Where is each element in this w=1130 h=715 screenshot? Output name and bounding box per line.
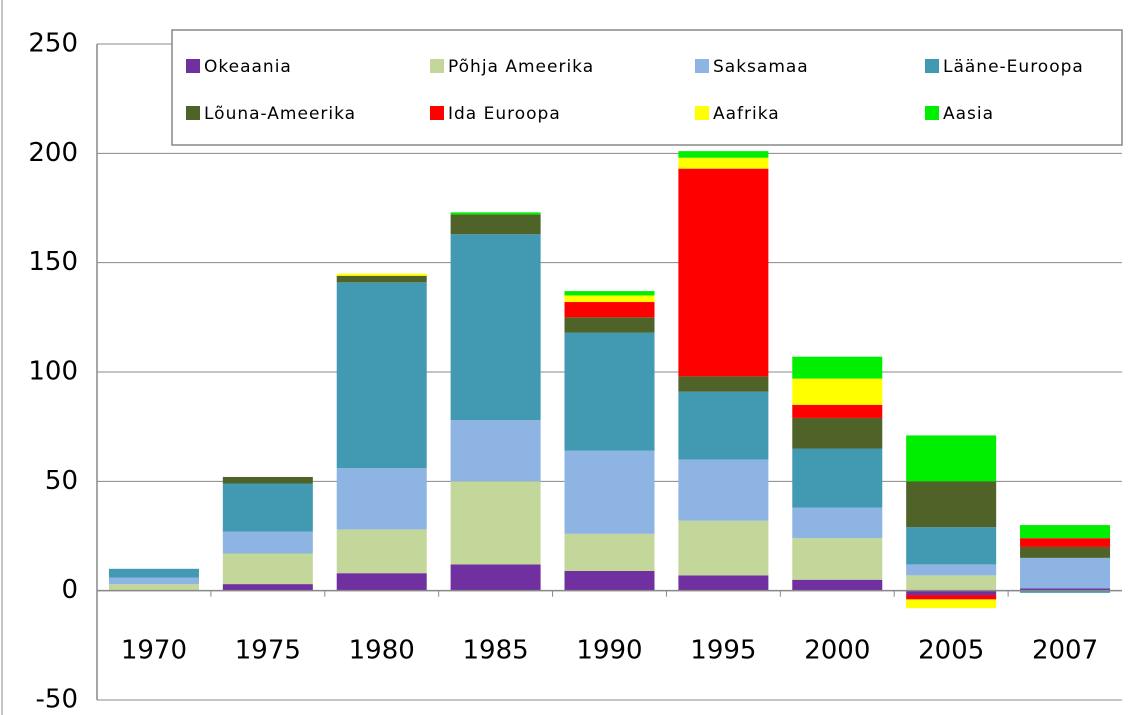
- x-tick-label: 2000: [804, 636, 870, 666]
- bar-segment: [450, 214, 541, 235]
- bar-segment: [678, 376, 769, 392]
- bar-segment: [564, 450, 655, 534]
- y-tick-label: 250: [28, 29, 78, 59]
- legend-label: Põhja Ameerika: [448, 57, 594, 77]
- legend-swatch: [695, 106, 709, 120]
- bar-segment: [678, 157, 769, 169]
- bar-segment: [450, 234, 541, 421]
- y-tick-label: 50: [45, 466, 78, 496]
- bar-segment: [564, 302, 655, 318]
- bar-segment: [678, 520, 769, 576]
- x-tick-label: 1980: [349, 636, 415, 666]
- bar-segment: [222, 553, 313, 585]
- bar-segment: [1020, 525, 1111, 539]
- bar-segment: [336, 468, 427, 530]
- bar-segment: [792, 378, 883, 405]
- bar-segment: [678, 575, 769, 591]
- bar-segment: [336, 273, 427, 276]
- legend-swatch: [430, 106, 444, 120]
- bar-segment: [906, 599, 997, 609]
- x-tick-label: 1985: [463, 636, 529, 666]
- bar-segment: [450, 212, 541, 215]
- bar-segment: [792, 448, 883, 508]
- bar-segment: [564, 533, 655, 571]
- bar-segment: [906, 575, 997, 591]
- bar-segment: [792, 404, 883, 418]
- legend-label: Saksamaa: [713, 57, 809, 77]
- bar-segment: [222, 483, 313, 532]
- legend: Okeaania Põhja Ameerika Saksamaa Lääne-Euro…: [171, 29, 1123, 146]
- legend-swatch: [186, 106, 200, 120]
- x-tick-label: 2005: [918, 636, 984, 666]
- bar-segment: [1020, 546, 1111, 558]
- x-tick-label: 2007: [1032, 636, 1098, 666]
- bar-segment: [336, 282, 427, 469]
- bar-segment: [564, 570, 655, 591]
- bar-segment: [564, 332, 655, 451]
- legend-swatch: [695, 59, 709, 73]
- legend-label: Aafrika: [713, 104, 780, 124]
- legend-label: Lääne-Euroopa: [943, 57, 1084, 77]
- legend-swatch: [186, 59, 200, 73]
- bar-segment: [108, 577, 199, 585]
- bar-segment: [222, 531, 313, 554]
- bar-segment: [906, 590, 997, 596]
- y-tick-label: 150: [28, 247, 78, 277]
- bar-segment: [906, 527, 997, 565]
- bar-segment: [564, 291, 655, 296]
- y-tick-label: -50: [36, 685, 78, 715]
- y-tick-label: 200: [28, 138, 78, 168]
- bar-segment: [678, 459, 769, 521]
- bar-segment: [564, 295, 655, 303]
- legend-label: Ida Euroopa: [448, 104, 561, 124]
- bar-segment: [564, 317, 655, 333]
- bar-segment: [678, 391, 769, 460]
- legend-swatch: [925, 59, 939, 73]
- bar-segment: [906, 481, 997, 528]
- bar-segment: [222, 584, 313, 591]
- bar-segment: [336, 573, 427, 591]
- bar-segment: [792, 538, 883, 580]
- bar-segment: [450, 420, 541, 482]
- bar-segment: [108, 568, 199, 578]
- bar-segment: [108, 584, 199, 591]
- x-tick-label: 1990: [576, 636, 642, 666]
- bar-segment: [1020, 538, 1111, 547]
- y-tick-label: 0: [61, 575, 78, 605]
- bar-segment: [222, 476, 313, 484]
- legend-swatch: [925, 106, 939, 120]
- bar-segment: [678, 151, 769, 158]
- bar-segment: [906, 595, 997, 600]
- legend-label: Aasia: [943, 104, 994, 124]
- bar-segment: [906, 435, 997, 482]
- bar-segment: [792, 356, 883, 379]
- x-tick-label: 1970: [121, 636, 187, 666]
- bar-segment: [1020, 590, 1111, 593]
- bar-segment: [906, 564, 997, 576]
- bar-segment: [450, 564, 541, 591]
- bar-segment: [1020, 588, 1111, 591]
- bar-segment: [792, 507, 883, 539]
- bar-segment: [678, 168, 769, 377]
- bar-segment: [336, 529, 427, 574]
- x-tick-label: 1995: [690, 636, 756, 666]
- bar-segment: [792, 579, 883, 591]
- legend-swatch: [430, 59, 444, 73]
- bar-segment: [1020, 557, 1111, 589]
- x-tick-label: 1975: [235, 636, 301, 666]
- bar-segment: [792, 417, 883, 449]
- bar-segment: [450, 481, 541, 565]
- bar-segment: [336, 275, 427, 283]
- legend-label: Okeaania: [204, 57, 292, 77]
- y-tick-label: 100: [28, 357, 78, 387]
- legend-box: [171, 29, 1123, 146]
- legend-label: Lõuna-Ameerika: [204, 104, 356, 124]
